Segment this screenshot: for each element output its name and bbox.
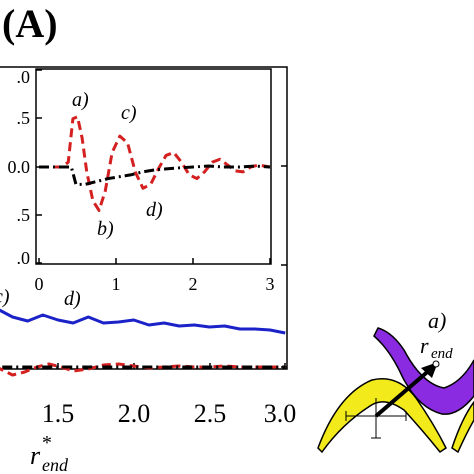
inset-y-tick-labels: .0 .5 0.0 .5 .0 <box>8 67 31 268</box>
inset-y-tick-label: .5 <box>17 108 31 128</box>
main-x-axis-label: r * end <box>30 432 69 474</box>
schematic-r-sub-label: end <box>431 346 453 362</box>
main-series-line-0 <box>0 308 286 335</box>
main-x-tick-label: 1.5 <box>42 399 75 428</box>
panel-label: (A) <box>2 1 58 46</box>
inset-y-tick-label: 0.0 <box>8 157 31 177</box>
main-x-tick-label: 3.0 <box>264 399 297 428</box>
yellow-band-left-shape <box>317 378 447 454</box>
main-x-tick-label: 2.5 <box>194 399 227 428</box>
x-label-sup: * <box>41 432 51 454</box>
inset-annotation-c: c) <box>121 102 137 124</box>
main-right-ticks <box>281 165 287 368</box>
r-end-arrow-shaft <box>374 366 434 418</box>
inset-annotation-a: a) <box>72 89 89 111</box>
main-axes-frame <box>0 66 288 370</box>
inset-x-ticks <box>38 258 271 264</box>
inset-x-tick-label: 3 <box>266 274 275 294</box>
main-annotation-d: d) <box>64 288 81 310</box>
inset-annotation-b: b) <box>97 218 114 240</box>
purple-band-shape <box>373 327 474 415</box>
inset-series-group <box>39 115 271 212</box>
schematic-label-a: a) <box>428 308 446 333</box>
r-end-endpoint-marker <box>432 360 440 368</box>
schematic-r-label: r <box>420 333 429 358</box>
inset-x-tick-labels: 0 1 2 3 <box>35 274 275 294</box>
schematic: a) r end <box>317 308 474 454</box>
inset-x-tick-label: 0 <box>35 274 44 294</box>
yellow-band-right-shape <box>451 400 474 454</box>
inset-y-tick-label: .5 <box>17 205 31 225</box>
inset-y-tick-label: .0 <box>17 248 31 268</box>
main-annotations: c) d) <box>0 286 81 310</box>
main-x-tick-labels: 1.5 2.0 2.5 3.0 <box>42 399 297 428</box>
inset-x-tick-label: 1 <box>112 274 121 294</box>
main-x-tick-label: 2.0 <box>118 399 151 428</box>
inset-series-line-0 <box>39 115 271 212</box>
inset-annotation-d: d) <box>146 199 163 221</box>
x-label-main: r <box>30 441 41 470</box>
inset-x-tick-label: 2 <box>189 274 198 294</box>
inset-y-tick-label: .0 <box>17 67 31 87</box>
x-label-sub: end <box>42 455 69 474</box>
inset-annotations: a) b) c) d) <box>72 89 163 240</box>
main-series-group <box>0 308 286 377</box>
main-annotation-c: c) <box>0 286 10 308</box>
